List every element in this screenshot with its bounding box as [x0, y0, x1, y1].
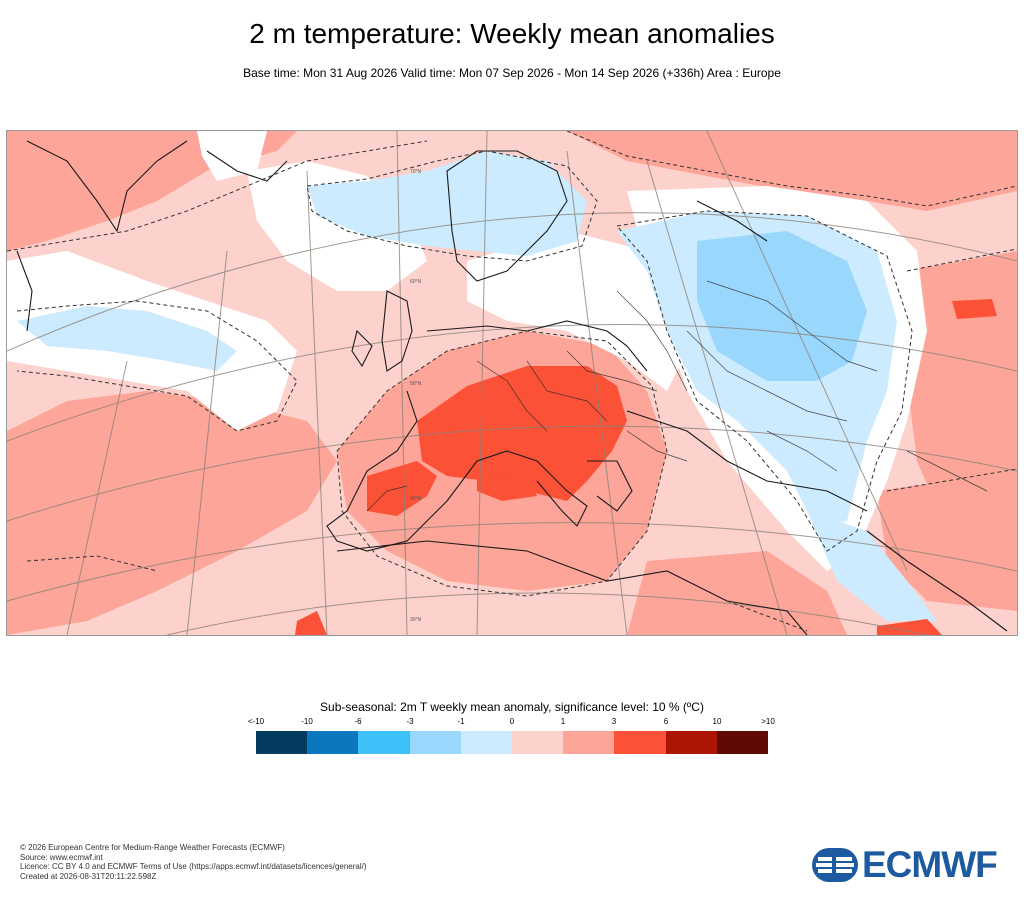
legend-color-cell — [307, 731, 359, 754]
strong-warm-region-central-europe — [417, 366, 627, 501]
footer-source: Source: www.ecmwf.int — [20, 852, 103, 862]
ecmwf-logo: ECMWF — [812, 844, 998, 885]
legend-colorbar — [256, 731, 769, 754]
warm-region-east — [907, 251, 1017, 531]
legend-color-cell — [358, 731, 410, 754]
strong-warm-region-east — [952, 299, 997, 319]
country-borders — [366, 280, 988, 512]
legend-tick: 0 — [509, 717, 515, 726]
legend-color-cell — [716, 731, 769, 754]
lat-label-70: 70°N — [410, 169, 422, 175]
legend-color-cell — [512, 731, 564, 754]
legend-tick: -3 — [406, 717, 414, 726]
legend-tick: -6 — [354, 717, 362, 726]
not-significant-greenland — [197, 131, 267, 181]
footer-licence: Licence: CC BY 4.0 and ECMWF Terms of Us… — [20, 862, 367, 871]
lat-label-60: 60°N — [410, 279, 422, 285]
legend-color-cell — [614, 731, 666, 754]
legend-color-cell — [256, 731, 308, 754]
legend-tick: <-10 — [247, 717, 265, 726]
graticule — [7, 131, 1017, 635]
ecmwf-logo-icon — [812, 848, 858, 882]
chart-subtitle: Base time: Mon 31 Aug 2026 Valid time: M… — [243, 66, 781, 80]
legend-tick: 10 — [712, 717, 722, 726]
strong-warm-region-iberia — [367, 461, 437, 516]
legend-color-cell — [665, 731, 717, 754]
strong-warm-region-africa-west — [295, 611, 327, 635]
lat-label-50: 50°N — [410, 381, 422, 387]
footer: © 2026 European Centre for Medium-Range … — [20, 843, 367, 881]
legend-color-cell — [563, 731, 615, 754]
legend-tick: -10 — [301, 717, 313, 726]
lat-label-30: 30°N — [410, 617, 422, 623]
legend-color-cell — [460, 731, 513, 754]
strong-warm-region-corsica — [477, 471, 537, 501]
significance-contours — [7, 131, 1017, 632]
legend-tick: 1 — [560, 717, 566, 726]
warm-region-arctic — [567, 131, 1017, 211]
legend-ticks: <-10 -10 -6 -3 -1 0 1 3 6 10 >10 — [0, 717, 1024, 729]
chart-title: 2 m temperature: Weekly mean anomalies — [249, 18, 775, 49]
legend-title: Sub-seasonal: 2m T weekly mean anomaly, … — [320, 700, 704, 714]
warm-region-middle-east — [877, 471, 1017, 611]
ecmwf-logo-text: ECMWF — [862, 844, 998, 885]
legend-color-cell — [409, 731, 461, 754]
anomaly-map: 70°N 60°N 50°N 40°N 30°N — [6, 130, 1018, 636]
legend-tick: >10 — [761, 717, 775, 726]
cold-region-scandinavia — [307, 151, 587, 256]
anomaly-map-svg: 70°N 60°N 50°N 40°N 30°N — [7, 131, 1017, 635]
strong-warm-region-south-east — [877, 619, 942, 635]
legend-tick: 6 — [663, 717, 669, 726]
warm-region-atlantic-south — [7, 391, 337, 635]
legend-tick: -1 — [457, 717, 465, 726]
cold-region-turkey — [807, 511, 937, 621]
footer-created: Created at 2026-08-31T20:11:22.598Z — [20, 871, 157, 881]
cold-region-russia-moderate — [697, 231, 867, 381]
lat-label-40: 40°N — [410, 496, 422, 502]
footer-copyright: © 2026 European Centre for Medium-Range … — [20, 843, 285, 852]
coastlines — [16, 140, 1008, 635]
not-significant-central-europe — [467, 231, 687, 391]
legend-tick: 3 — [611, 717, 617, 726]
warm-region-north-africa — [627, 551, 847, 635]
cold-region-north-atlantic — [17, 306, 237, 371]
